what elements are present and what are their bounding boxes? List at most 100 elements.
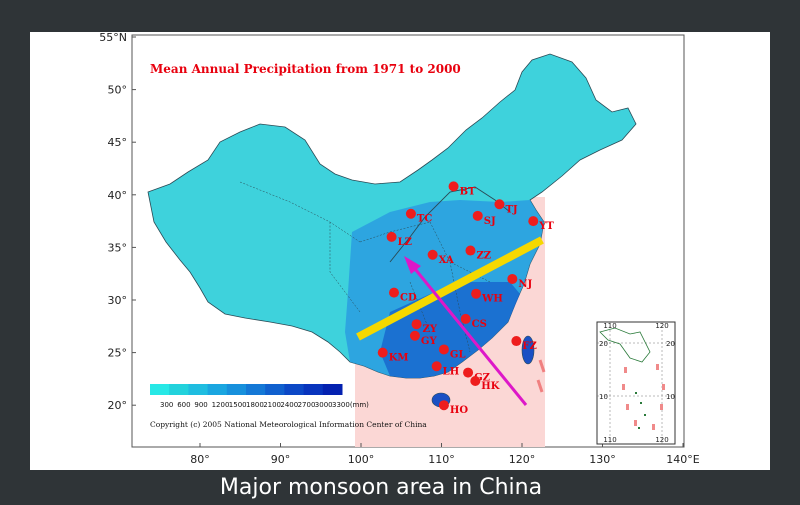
inset-lat-20-left: 20	[599, 340, 608, 348]
legend-tick-label: 1200	[212, 401, 230, 409]
city-marker-tc	[405, 208, 416, 219]
legend-swatch	[322, 384, 343, 395]
city-label-lz: LZ	[398, 237, 412, 248]
precipitation-map: BT TC TJ SJ YT LZ ZZ XA NJ CD WH ZY CS GY FZ KM GL LH GZHK…	[99, 32, 700, 466]
y-tick-label: 20°	[108, 399, 128, 412]
x-tick-label: 130°	[589, 453, 616, 466]
city-marker-zz	[465, 245, 476, 256]
city-marker-nj	[507, 273, 518, 284]
city-label-zy: ZY	[423, 324, 438, 335]
y-tick-label: 40°	[108, 189, 128, 202]
city-marker-gl	[438, 344, 449, 355]
y-axis-labels: 55°N 50° 45° 40° 35° 30° 25° 20°	[99, 32, 136, 412]
legend-tick-label: 2700	[298, 401, 316, 409]
city-marker-cs	[460, 313, 471, 324]
city-label-cs: CS	[472, 319, 487, 330]
legend-tick-label: 2400	[280, 401, 298, 409]
legend-swatch	[284, 384, 305, 395]
legend-tick-label: 3300(mm)	[332, 401, 369, 409]
x-tick-label: 90°	[271, 453, 291, 466]
taiwan-island	[521, 335, 535, 365]
legend-swatch	[226, 384, 247, 395]
city-label-gl: GL	[450, 349, 466, 360]
city-label-nj: NJ	[518, 279, 532, 290]
caption-text: Major monsoon area in China	[219, 475, 543, 500]
inset-lat-20-right: 20	[666, 340, 675, 348]
monsoon-arrow-shaft	[409, 263, 528, 406]
city-label-tj: TJ	[505, 204, 517, 215]
inset-boundary-dashes	[622, 364, 665, 430]
legend-tick-labels: 300 600 900 1200 1500 1800 2100 2400 2700 3000 330…	[160, 401, 369, 409]
inset-lon-110-bottom: 110	[603, 436, 616, 444]
city-label-gz: GZ	[474, 373, 490, 384]
city-label-zz: ZZ	[476, 251, 491, 262]
monsoon-arrow-head	[404, 256, 421, 274]
inset-lon-110-top: 110	[603, 322, 616, 330]
legend-tick-label: 900	[194, 401, 207, 409]
legend-tick-label: 1800	[246, 401, 264, 409]
city-label-lh: LH	[443, 366, 459, 377]
city-label-ho: HO	[450, 405, 468, 416]
x-tick-label: 100°	[348, 453, 375, 466]
map-title: Mean Annual Precipitation from 1971 to 2…	[150, 62, 461, 76]
city-marker-lh	[431, 361, 442, 372]
south-china-sea-inset: 110 120 110 120 20 10 20 10	[596, 321, 676, 445]
city-label-yt: YT	[538, 221, 554, 232]
legend-swatch	[150, 384, 170, 395]
x-tick-label: 120°	[509, 453, 536, 466]
legend-tick-label: 300	[160, 401, 173, 409]
city-label-wh: WH	[481, 294, 503, 305]
top-band	[0, 0, 800, 32]
yellow-river	[389, 186, 511, 263]
city-marker-sj	[472, 210, 483, 221]
city-label-fz: FZ	[522, 341, 536, 352]
city-marker-xa	[427, 249, 438, 260]
y-tick-label: 45°	[108, 136, 128, 149]
inset-lat-10-right: 10	[666, 393, 675, 401]
y-tick-label: 35°	[108, 241, 128, 254]
city-marker-zy	[411, 319, 422, 330]
x-tick-label: 110°	[428, 453, 455, 466]
city-label-sj: SJ	[484, 216, 496, 227]
city-label-km: KM	[389, 353, 409, 364]
x-tick-label: 140°E	[666, 453, 699, 466]
inset-lon-120-top: 120	[655, 322, 668, 330]
legend-tick-label: 3000	[315, 401, 333, 409]
x-tick-label: 80°	[190, 453, 210, 466]
city-marker-yt	[528, 216, 539, 227]
copyright-text: Copyright (c) 2005 National Meteorologic…	[150, 420, 427, 429]
x-axis-labels: 80° 90° 100° 110° 120° 130° 140°E	[190, 443, 700, 466]
legend-tick-label: 600	[177, 401, 190, 409]
city-label-cd: CD	[400, 293, 417, 304]
city-marker-hk	[470, 376, 481, 387]
legend-swatch	[169, 384, 189, 395]
city-label-xa: XA	[439, 255, 454, 266]
y-tick-label: 30°	[108, 294, 128, 307]
city-marker-cd	[389, 287, 400, 298]
legend-tick-label: 1500	[229, 401, 247, 409]
monsoon-boundary-band	[356, 236, 544, 341]
legend-swatch	[207, 384, 228, 395]
legend-swatch	[188, 384, 209, 395]
city-marker-gy	[409, 330, 420, 341]
precipitation-legend	[150, 384, 343, 395]
city-marker-ho	[438, 400, 449, 411]
city-marker-tj	[494, 199, 505, 210]
y-tick-label: 50°	[108, 84, 128, 97]
y-tick-label: 25°	[108, 347, 128, 360]
legend-swatch	[246, 384, 266, 395]
city-marker-km	[377, 347, 388, 358]
city-label-gy: GY	[421, 336, 438, 347]
inset-lon-120-bottom: 120	[655, 436, 668, 444]
legend-swatch	[265, 384, 285, 395]
legend-tick-label: 2100	[263, 401, 281, 409]
city-label-hk: HK	[481, 381, 499, 392]
caption-bar: Major monsoon area in China	[0, 470, 800, 505]
city-marker-gz	[463, 367, 474, 378]
city-label-tc: TC	[417, 214, 432, 225]
map-figure: BT TC TJ SJ YT LZ ZZ XA NJ CD WH ZY CS GY FZ KM GL LH GZ HK…	[30, 32, 770, 470]
y-tick-label: 55°N	[99, 32, 127, 44]
city-marker-fz	[511, 336, 522, 347]
legend-swatch	[303, 384, 324, 395]
city-marker-wh	[471, 288, 482, 299]
